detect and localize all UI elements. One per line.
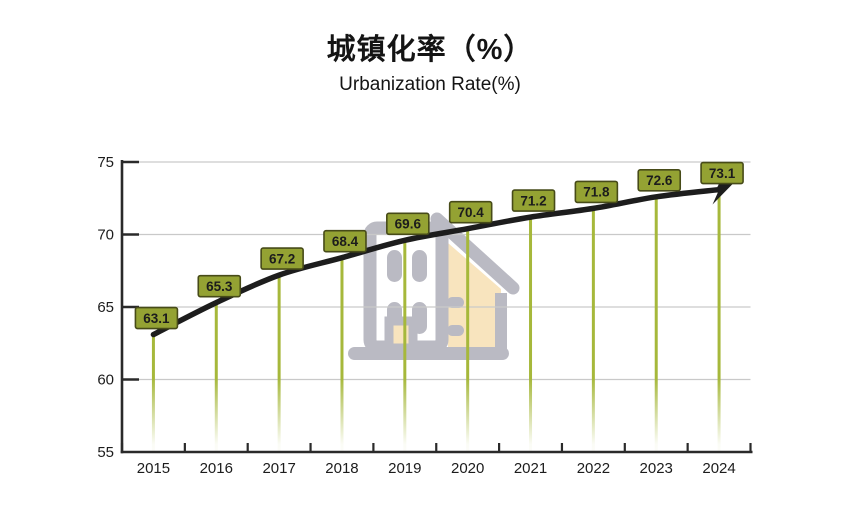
trend-line — [150, 183, 724, 338]
data-label-text: 73.1 — [709, 166, 736, 181]
data-label-box — [637, 169, 682, 192]
data-label-text: 65.3 — [206, 279, 233, 294]
data-stem — [340, 257, 344, 452]
x-axis-label: 2020 — [451, 460, 484, 477]
x-axis-label: 2021 — [514, 460, 547, 477]
y-axis-label: 60 — [97, 372, 114, 389]
watermark-slit — [447, 325, 464, 336]
x-axis-label: 2019 — [388, 460, 421, 477]
data-stem — [717, 189, 721, 453]
data-stem — [214, 302, 218, 452]
x-axis-label: 2017 — [262, 460, 295, 477]
data-label-text: 70.4 — [458, 205, 485, 220]
chart-subtitle: Urbanization Rate(%) — [339, 74, 521, 95]
watermark-ground — [348, 347, 509, 360]
y-axis-label: 55 — [97, 444, 114, 461]
data-label-text: 63.1 — [143, 311, 170, 326]
data-label-box — [448, 200, 493, 224]
data-stem — [466, 228, 470, 452]
watermark-window — [387, 250, 402, 282]
chart-header: 城镇化率（%） Urbanization Rate(%) — [20, 0, 840, 96]
data-label-text: 72.6 — [646, 173, 673, 188]
plot-area: 63.1 65.3 67.2 68.4 69.6 70.4 71.2 71.8 72.6 73.1… — [97, 154, 753, 477]
x-axis-label: 2023 — [640, 460, 673, 477]
data-label-box — [323, 229, 367, 253]
x-axis-label: 2018 — [325, 460, 358, 477]
x-axis-label: 2024 — [702, 460, 735, 477]
data-label-box — [197, 274, 242, 298]
data-stem — [591, 208, 595, 452]
data-label-box — [574, 180, 619, 204]
x-axis-label: 2015 — [137, 460, 170, 477]
watermark-house-body — [448, 243, 501, 347]
data-label-box — [386, 212, 430, 236]
data-label-text: 71.8 — [583, 185, 610, 200]
x-axis-label: 2022 — [577, 460, 610, 477]
data-label-text: 67.2 — [269, 251, 295, 266]
data-label-text: 68.4 — [332, 234, 359, 249]
data-label-box — [511, 189, 556, 212]
data-stem — [277, 275, 281, 452]
data-stem — [403, 240, 407, 452]
data-label-box — [260, 247, 304, 270]
watermark-door — [384, 316, 418, 353]
data-label-box — [134, 306, 179, 330]
watermark-slit — [447, 297, 464, 308]
data-stem — [654, 196, 658, 452]
y-axis-label: 70 — [97, 227, 114, 244]
building-watermark-icon — [348, 212, 520, 360]
data-stem — [529, 217, 533, 452]
data-label-text: 71.2 — [520, 193, 546, 208]
data-stem — [151, 334, 155, 452]
y-axis-label: 75 — [97, 154, 114, 171]
x-axis-label: 2016 — [200, 460, 233, 477]
data-label-box — [700, 161, 744, 185]
data-label-text: 69.6 — [395, 217, 422, 232]
watermark-window — [412, 250, 427, 282]
y-axis-label: 65 — [97, 299, 114, 316]
chart-title: 城镇化率（%） — [326, 34, 534, 66]
